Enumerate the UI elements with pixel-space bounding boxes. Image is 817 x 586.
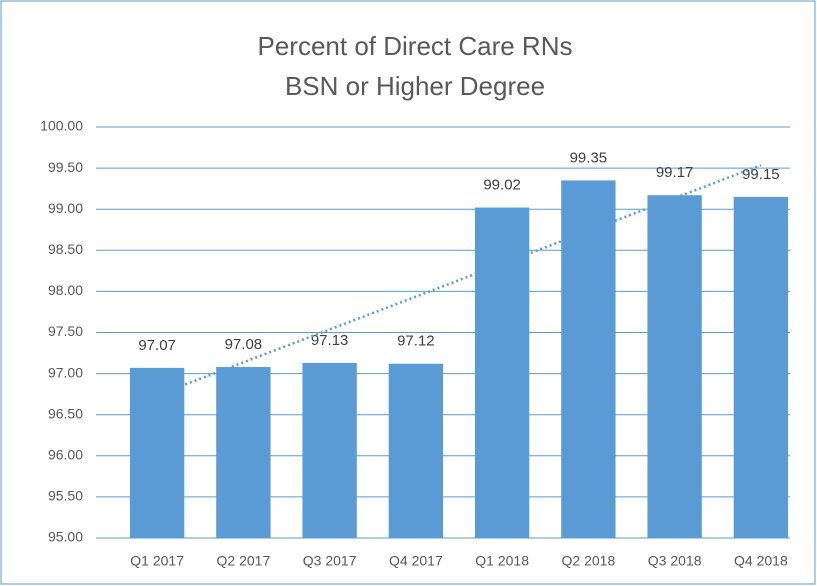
y-tick-label: 95.50 [48,488,83,504]
y-tick-label: 97.50 [48,323,83,339]
x-tick-label: Q2 2018 [562,553,616,569]
y-tick-label: 97.00 [48,364,83,380]
x-tick-label: Q1 2018 [475,553,529,569]
bar [561,180,616,538]
bar [733,196,789,538]
value-label: 97.08 [225,336,263,353]
x-tick-label: Q3 2017 [303,553,357,569]
value-label: 97.13 [311,332,349,349]
y-tick-label: 98.50 [48,241,83,257]
y-tick-label: 95.00 [48,529,83,545]
y-tick-label: 98.00 [48,282,83,298]
value-label: 99.02 [483,177,521,194]
bar [388,363,444,538]
bar [647,195,702,538]
x-tick-label: Q2 2017 [217,553,271,569]
bar [474,207,530,538]
bar [129,367,185,538]
value-label: 99.35 [570,149,608,166]
y-tick-label: 99.50 [48,159,83,175]
value-label: 99.17 [656,164,694,181]
bar [302,362,357,538]
value-label: 97.07 [138,337,176,354]
x-tick-label: Q4 2018 [734,553,788,569]
y-tick-label: 96.00 [48,447,83,463]
y-tick-label: 96.50 [48,405,83,421]
chart-title: Percent of Direct Care RNs [258,31,573,61]
x-tick-label: Q4 2017 [389,553,443,569]
y-tick-label: 99.00 [48,200,83,216]
x-tick-label: Q3 2018 [648,553,702,569]
y-tick-label: 100.00 [40,118,83,134]
chart-title: BSN or Higher Degree [285,71,545,101]
x-tick-label: Q1 2017 [130,553,184,569]
value-label: 99.15 [742,166,780,183]
value-label: 97.12 [397,333,435,350]
bar [216,367,271,538]
